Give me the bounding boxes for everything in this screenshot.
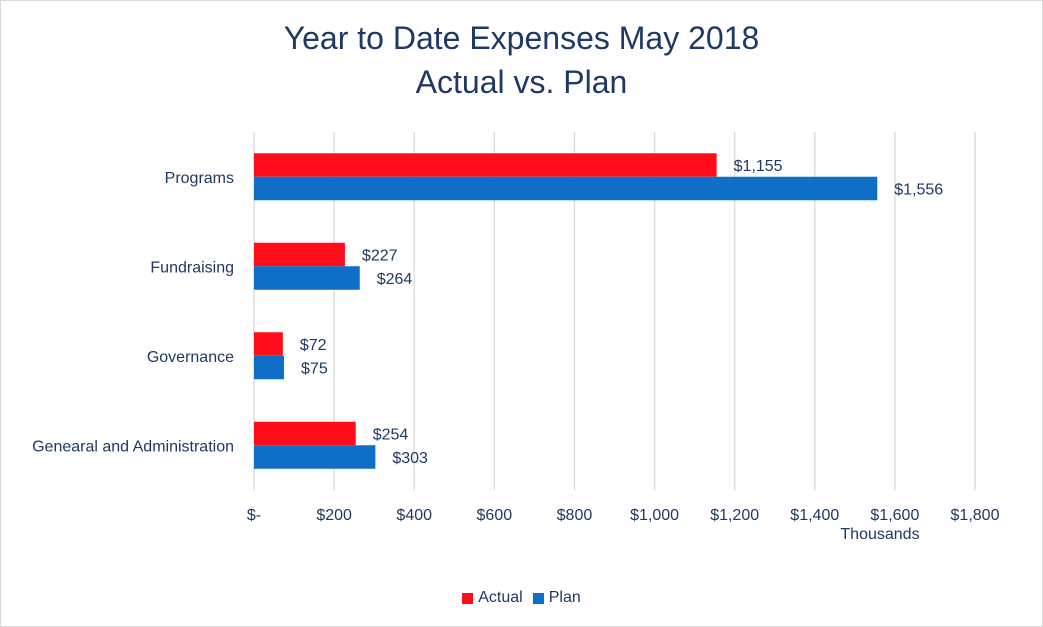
x-tick-label: $- xyxy=(247,507,261,524)
x-tick-label: $1,400 xyxy=(790,507,839,524)
category-label: Programs xyxy=(165,170,234,187)
bar-plan xyxy=(254,266,360,290)
data-label: $254 xyxy=(373,427,409,444)
x-tick-label: $800 xyxy=(557,507,593,524)
x-tick-label: $400 xyxy=(396,507,432,524)
x-tick-label: $1,800 xyxy=(951,507,1000,524)
data-label: $303 xyxy=(392,450,428,467)
data-label: $1,556 xyxy=(894,182,943,199)
data-label: $75 xyxy=(301,361,328,378)
chart-title: Year to Date Expenses May 2018 xyxy=(283,20,760,56)
data-label: $1,155 xyxy=(734,158,783,175)
category-label: Governance xyxy=(147,349,234,366)
bar-plan xyxy=(254,445,376,469)
x-tick-label: $1,600 xyxy=(870,507,919,524)
legend-item-plan: Plan xyxy=(532,589,581,607)
legend-label: Actual xyxy=(478,589,523,606)
bar-plan xyxy=(254,176,878,201)
x-axis-title: Thousands xyxy=(840,526,919,543)
data-label: $72 xyxy=(300,337,327,354)
bar-plan xyxy=(254,355,285,380)
data-label: $264 xyxy=(377,271,413,288)
legend-swatch xyxy=(462,592,474,604)
legend-item-actual: Actual xyxy=(462,589,523,607)
data-label: $227 xyxy=(362,248,398,265)
bar-actual xyxy=(254,242,345,267)
legend-swatch xyxy=(532,592,544,604)
legend-label: Plan xyxy=(548,589,581,606)
chart-legend: Actual Plan xyxy=(0,589,1043,607)
chart-subtitle: Actual vs. Plan xyxy=(415,64,628,100)
category-label: Fundraising xyxy=(150,259,234,276)
x-tick-label: $1,200 xyxy=(710,507,759,524)
x-tick-label: $600 xyxy=(477,507,513,524)
category-label: Genearal and Administration xyxy=(32,438,234,455)
x-tick-label: $1,000 xyxy=(630,507,679,524)
bar-actual xyxy=(254,421,356,446)
bar-actual xyxy=(254,332,283,356)
bar-actual xyxy=(254,153,717,177)
x-tick-label: $200 xyxy=(316,507,352,524)
